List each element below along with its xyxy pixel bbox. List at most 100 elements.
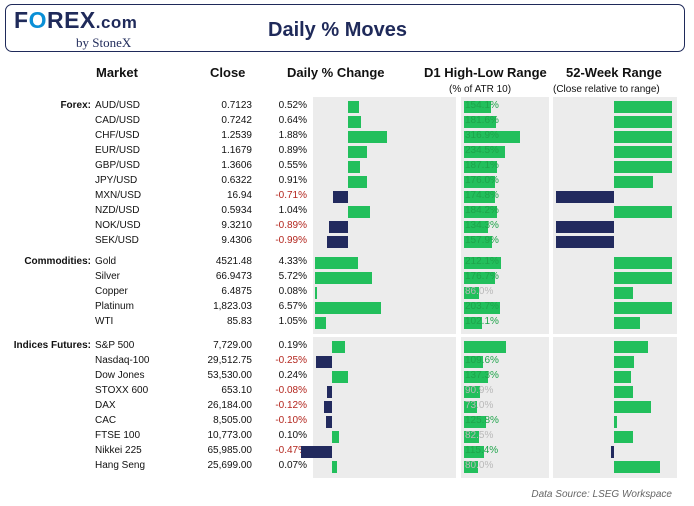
range-value: 109.6% <box>465 355 499 366</box>
week52-bar <box>614 401 652 413</box>
week52-bar <box>614 317 641 329</box>
range-bar <box>464 272 496 284</box>
daily-change-bar <box>332 371 349 383</box>
week52-bar <box>614 371 631 383</box>
range-value: 86.0% <box>465 286 494 297</box>
close-value: 29,512.75 <box>207 355 253 366</box>
market-name: GBP/USD <box>95 160 141 171</box>
market-name: AUD/USD <box>95 100 141 111</box>
week52-bar <box>614 386 634 398</box>
range-bar <box>464 446 485 458</box>
forex-logo: FOREX.com by StoneX <box>14 7 137 50</box>
daily-change-value: 0.55% <box>278 160 307 171</box>
daily-change-bar <box>348 206 370 218</box>
daily-change-value: 0.08% <box>278 286 307 297</box>
market-name: S&P 500 <box>95 340 135 351</box>
close-value: 0.7242 <box>221 115 252 126</box>
market-name: Copper <box>95 286 128 297</box>
range-bar <box>464 236 492 248</box>
range-value: 184.2% <box>465 205 499 216</box>
daily-change-value: 0.91% <box>278 175 307 186</box>
range-value: 137.3% <box>465 370 499 381</box>
market-name: CAC <box>95 415 117 426</box>
close-value: 65,985.00 <box>207 445 253 456</box>
range-value: 176.0% <box>465 175 499 186</box>
week52-bar <box>614 356 635 368</box>
market-name: Nikkei 225 <box>95 445 142 456</box>
market-name: WTI <box>95 316 114 327</box>
market-name: EUR/USD <box>95 145 141 156</box>
range-bar <box>464 191 495 203</box>
range-bar <box>464 356 484 368</box>
daily-change-bar <box>333 191 348 203</box>
week52-bar <box>614 116 672 128</box>
column-header-52week: 52-Week Range <box>566 65 662 80</box>
market-name: CHF/USD <box>95 130 140 141</box>
close-value: 25,699.00 <box>207 460 253 471</box>
daily-change-value: -0.08% <box>275 385 307 396</box>
range-bar <box>464 401 477 413</box>
market-name: SEK/USD <box>95 235 139 246</box>
close-value: 6.4875 <box>221 286 252 297</box>
daily-change-value: -0.12% <box>275 400 307 411</box>
range-bar <box>464 431 479 443</box>
range-bar <box>464 341 506 353</box>
range-bar <box>464 146 506 158</box>
logo-byline: by StoneX <box>76 35 132 50</box>
daily-change-bar <box>324 401 333 413</box>
market-name: DAX <box>95 400 116 411</box>
close-value: 4521.48 <box>215 256 252 267</box>
daily-change-bar <box>348 146 367 158</box>
close-value: 7,729.00 <box>213 340 252 351</box>
range-bar <box>464 371 489 383</box>
market-name: Nasdaq-100 <box>95 355 150 366</box>
daily-change-value: 0.89% <box>278 145 307 156</box>
daily-change-bar <box>301 446 333 458</box>
range-bar <box>464 287 480 299</box>
data-source-note: Data Source: LSEG Workspace <box>531 489 672 500</box>
week52-bar <box>614 146 672 158</box>
market-name: MXN/USD <box>95 190 142 201</box>
market-name: JPY/USD <box>95 175 138 186</box>
daily-change-value: -0.89% <box>275 220 307 231</box>
daily-change-bar <box>315 287 317 299</box>
range-bar <box>464 161 498 173</box>
daily-change-value: -0.25% <box>275 355 307 366</box>
daily-change-bar <box>348 101 359 113</box>
daily-change-value: 1.04% <box>278 205 307 216</box>
daily-change-value: -0.47% <box>275 445 307 456</box>
daily-change-value: 0.52% <box>278 100 307 111</box>
range-bar <box>464 386 481 398</box>
daily-change-bar <box>348 131 388 143</box>
range-bar <box>464 257 502 269</box>
week52-bar <box>614 431 634 443</box>
range-value: 234.5% <box>465 145 499 156</box>
range-bar <box>464 317 483 329</box>
range-bar <box>464 176 496 188</box>
market-name: NOK/USD <box>95 220 141 231</box>
daily-change-bar <box>327 236 348 248</box>
close-value: 653.10 <box>221 385 252 396</box>
daily-change-value: 0.64% <box>278 115 307 126</box>
daily-change-bar <box>315 272 373 284</box>
range-value: 102.1% <box>465 316 499 327</box>
close-value: 0.6322 <box>221 175 252 186</box>
range-bar <box>464 206 497 218</box>
daily-change-value: 4.33% <box>278 256 307 267</box>
daily-change-bar <box>348 161 360 173</box>
close-value: 0.7123 <box>221 100 252 111</box>
close-value: 26,184.00 <box>207 400 253 411</box>
week52-bar <box>614 176 654 188</box>
daily-change-value: -0.99% <box>275 235 307 246</box>
close-value: 1.2539 <box>221 130 252 141</box>
range-value: 90.9% <box>465 385 494 396</box>
week52-bar <box>614 287 634 299</box>
range-value: 115.4% <box>465 445 499 456</box>
market-name: Gold <box>95 256 117 267</box>
daily-change-bar <box>315 302 381 314</box>
close-value: 8,505.00 <box>213 415 252 426</box>
close-value: 85.83 <box>226 316 252 327</box>
range-value: 125.8% <box>465 415 499 426</box>
close-value: 10,773.00 <box>207 430 253 441</box>
column-header-daily-change: Daily % Change <box>287 65 385 80</box>
